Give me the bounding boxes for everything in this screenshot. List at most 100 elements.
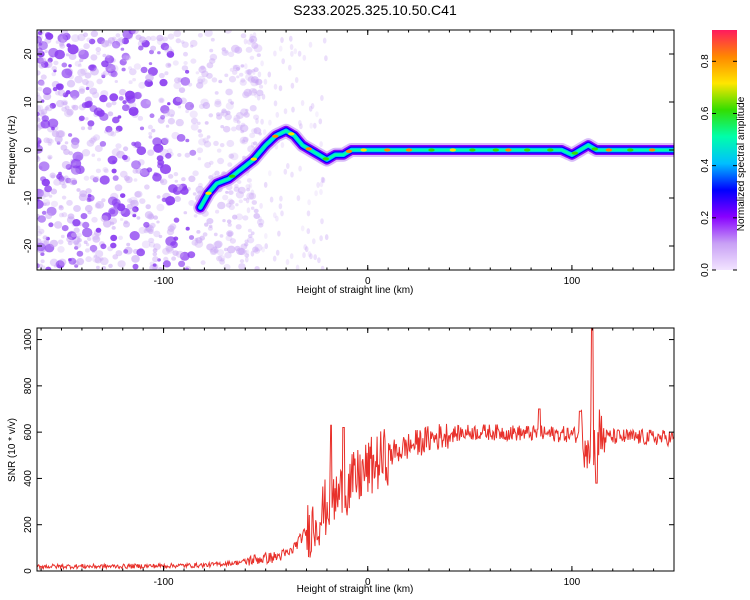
noise-blob [37, 263, 40, 269]
noise-blob [37, 242, 46, 252]
noise-blob [112, 175, 119, 181]
noise-blob [87, 193, 92, 198]
noise-blob [260, 118, 264, 125]
noise-blob [275, 215, 279, 222]
noise-blob [99, 94, 108, 103]
noise-blob [196, 230, 201, 234]
ridge-hotspot [360, 148, 367, 152]
noise-blob [136, 146, 147, 156]
noise-blob [78, 88, 85, 94]
noise-blob [183, 51, 188, 57]
noise-blob [87, 120, 95, 127]
noise-blob [227, 245, 236, 254]
noise-blob [228, 204, 235, 211]
noise-blob [216, 255, 223, 262]
noise-blob [111, 40, 121, 49]
noise-blob [89, 175, 96, 181]
noise-blob [109, 209, 116, 215]
noise-blob [129, 68, 137, 76]
noise-blob [71, 232, 77, 238]
noise-blob [83, 43, 90, 50]
noise-blob [306, 228, 311, 235]
noise-blob [72, 219, 81, 227]
noise-blob [77, 48, 85, 55]
noise-blob [161, 137, 170, 145]
noise-blob [123, 249, 129, 254]
noise-blob [252, 68, 256, 75]
noise-blob [206, 62, 214, 69]
noise-blob [249, 105, 257, 112]
noise-blob [50, 188, 58, 195]
noise-blob [68, 64, 72, 68]
noise-blob [250, 79, 259, 87]
colorbar-label: Normalized spectral amplitude [736, 96, 747, 231]
noise-blob [290, 82, 295, 89]
noise-blob [235, 203, 239, 207]
noise-blob [85, 256, 92, 263]
noise-blob [306, 210, 311, 217]
noise-blob [67, 44, 79, 55]
colorbar-tick-label: 0.2 [700, 210, 711, 224]
noise-blob [138, 36, 147, 43]
noise-blob [251, 88, 257, 94]
noise-blob [45, 212, 53, 220]
noise-blob [217, 157, 225, 165]
noise-blob [86, 100, 93, 107]
noise-blob [257, 71, 262, 78]
noise-blob [90, 30, 99, 38]
noise-blob [72, 168, 80, 175]
noise-blob [230, 101, 235, 105]
noise-blob [74, 246, 79, 250]
noise-blob [191, 239, 199, 246]
noise-blob [73, 240, 79, 246]
noise-blob [219, 143, 225, 148]
noise-blob [308, 105, 313, 112]
noise-blob [120, 218, 124, 221]
noise-blob [198, 103, 205, 110]
noise-blob [156, 195, 161, 199]
noise-blob [217, 254, 226, 262]
noise-blob [189, 149, 197, 156]
noise-blob [215, 209, 220, 214]
noise-blob [213, 248, 219, 253]
noise-blob [237, 180, 242, 184]
noise-blob [206, 135, 211, 139]
noise-blob [122, 154, 128, 161]
noise-blob [57, 239, 64, 245]
noise-blob [148, 237, 155, 244]
noise-blob [86, 197, 92, 203]
noise-blob [55, 40, 60, 44]
noise-blob [56, 173, 63, 180]
noise-blob [172, 96, 183, 106]
noise-blob [315, 111, 319, 118]
noise-blob [173, 217, 180, 223]
colorbar-gradient [712, 30, 737, 270]
noise-blob [217, 201, 226, 210]
noise-blob [123, 221, 130, 228]
noise-blob [52, 87, 58, 92]
noise-blob [107, 130, 115, 137]
noise-blob [308, 41, 313, 48]
noise-blob [218, 79, 223, 84]
noise-blob [302, 252, 306, 259]
noise-blob [37, 70, 41, 76]
spectrogram-xtick-label: 100 [564, 276, 581, 287]
noise-blob [95, 201, 105, 209]
noise-blob [244, 253, 250, 258]
noise-blob [322, 37, 327, 44]
noise-blob [85, 188, 92, 194]
noise-blob [208, 224, 213, 228]
noise-blob [80, 213, 88, 220]
noise-blob [307, 199, 311, 206]
noise-blob [214, 91, 219, 95]
noise-blob [240, 64, 245, 68]
ridge-hotspot [272, 134, 279, 138]
noise-blob [195, 237, 203, 244]
noise-blob [152, 252, 158, 257]
noise-blob [200, 78, 208, 85]
noise-blob [37, 225, 41, 231]
noise-blob [95, 250, 104, 258]
noise-blob [181, 41, 189, 48]
noise-blob [37, 117, 41, 123]
noise-blob [136, 248, 145, 257]
